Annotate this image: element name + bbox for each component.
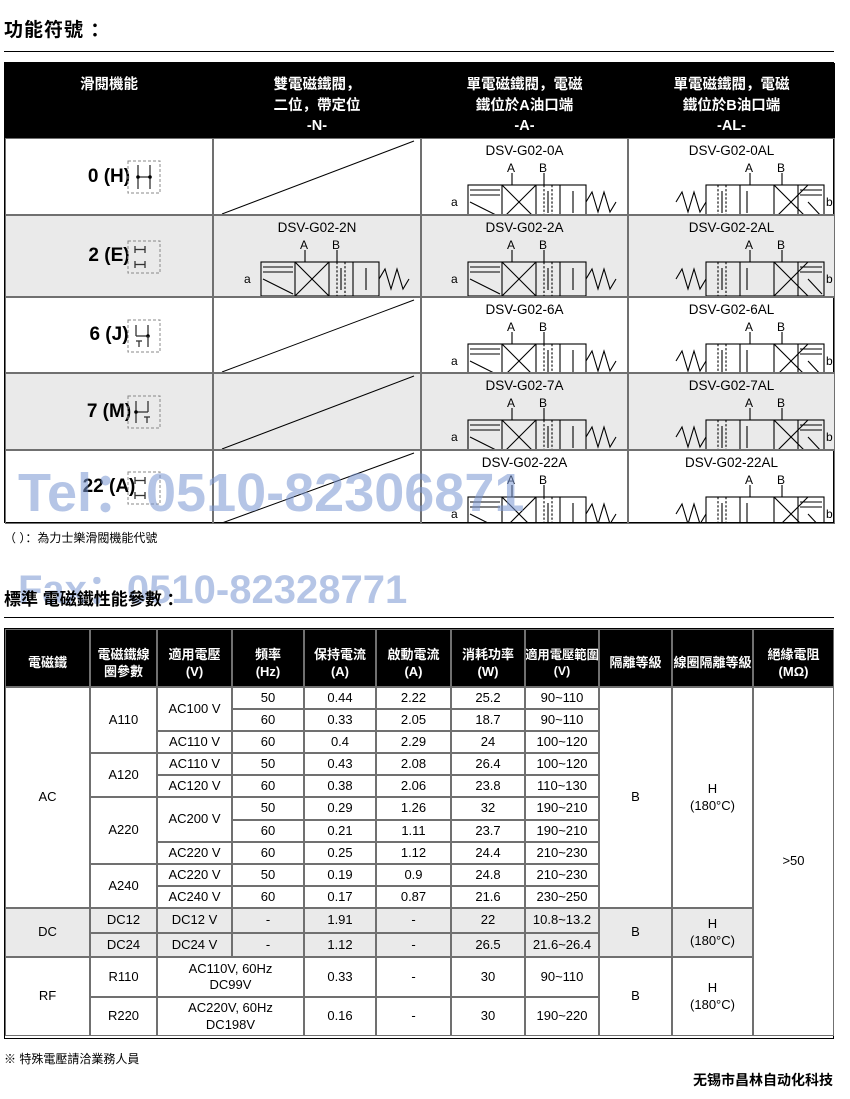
svg-text:A: A bbox=[507, 398, 515, 410]
svg-text:B: B bbox=[777, 322, 785, 334]
svg-text:b: b bbox=[826, 354, 833, 368]
svg-text:B: B bbox=[777, 240, 785, 252]
svg-text:A: A bbox=[745, 398, 753, 410]
svg-text:a: a bbox=[451, 272, 458, 286]
svg-text:A: A bbox=[745, 163, 753, 175]
svg-text:B: B bbox=[539, 322, 547, 334]
svg-text:B: B bbox=[777, 475, 785, 487]
svg-text:B: B bbox=[539, 398, 547, 410]
svg-text:a: a bbox=[451, 430, 458, 444]
svg-text:a: a bbox=[244, 272, 251, 286]
svg-text:B: B bbox=[332, 240, 340, 252]
svg-text:b: b bbox=[826, 195, 833, 209]
svg-text:A: A bbox=[745, 240, 753, 252]
svg-text:B: B bbox=[539, 475, 547, 487]
svg-text:A: A bbox=[745, 475, 753, 487]
svg-text:A: A bbox=[300, 240, 308, 252]
svg-text:B: B bbox=[539, 163, 547, 175]
svg-text:A: A bbox=[745, 322, 753, 334]
svg-text:b: b bbox=[826, 272, 833, 286]
svg-text:A: A bbox=[507, 322, 515, 334]
svg-text:b: b bbox=[826, 430, 833, 444]
svg-text:a: a bbox=[451, 354, 458, 368]
svg-text:b: b bbox=[826, 507, 833, 521]
svg-text:a: a bbox=[451, 195, 458, 209]
svg-text:B: B bbox=[539, 240, 547, 252]
svg-text:B: B bbox=[777, 163, 785, 175]
svg-text:A: A bbox=[507, 240, 515, 252]
svg-text:A: A bbox=[507, 163, 515, 175]
svg-text:B: B bbox=[777, 398, 785, 410]
